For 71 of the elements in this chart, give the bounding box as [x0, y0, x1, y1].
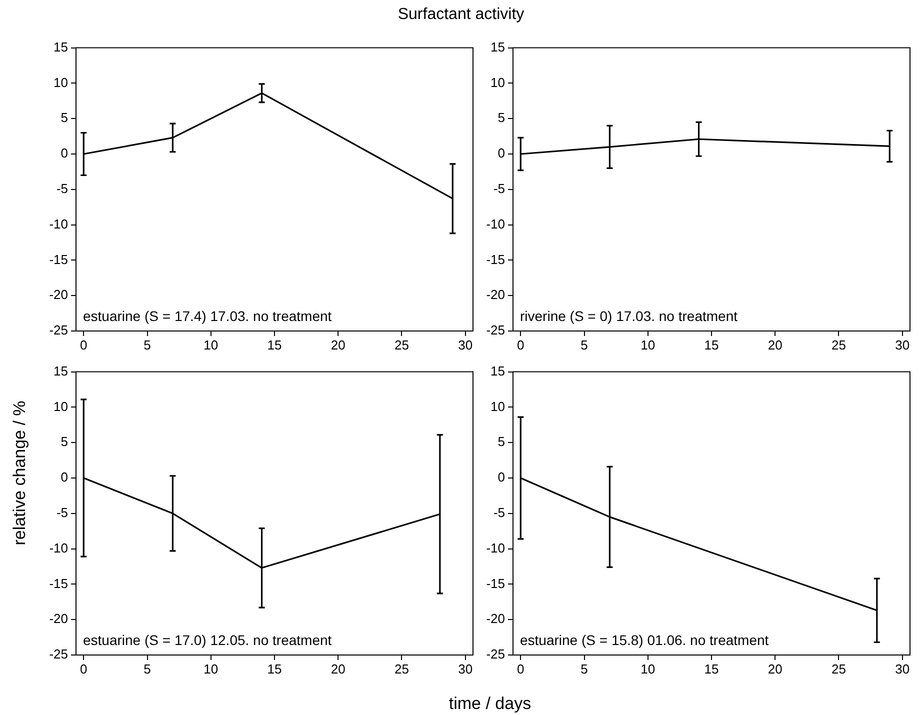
x-tick-label: 5 — [580, 337, 588, 352]
x-tick-label: 10 — [204, 337, 218, 352]
y-tick-label: -5 — [493, 180, 505, 196]
y-tick-label: -10 — [49, 216, 68, 232]
x-tick-label: 15 — [267, 337, 282, 352]
x-tick-label: 0 — [517, 337, 524, 352]
x-tick-label: 5 — [144, 337, 151, 352]
chart-title: Surfactant activity — [396, 6, 526, 24]
y-tick-label: -10 — [486, 216, 505, 232]
x-tick-label: 20 — [330, 337, 346, 352]
annotation: estuarine (S = 15.8) 01.06. no treatment — [520, 632, 769, 648]
annotation: estuarine (S = 17.0) 12.05. no treatment — [83, 632, 332, 648]
x-tick-label: 0 — [80, 337, 88, 352]
y-tick-label: 0 — [498, 146, 505, 161]
x-tick-label: 15 — [267, 661, 282, 676]
y-tick-label: -15 — [49, 576, 68, 591]
x-tick-label: 5 — [144, 661, 151, 676]
x-tick-label: 25 — [394, 661, 409, 676]
x-tick-label: 30 — [895, 661, 910, 676]
y-tick-label: -25 — [49, 322, 68, 338]
y-axis-title: relative change / % — [10, 400, 30, 548]
x-tick-label: 20 — [330, 661, 346, 676]
y-tick-label: -15 — [49, 252, 68, 267]
y-tick-label: -25 — [486, 646, 505, 662]
y-tick-label: -25 — [49, 646, 68, 662]
y-tick-label: -5 — [56, 180, 68, 196]
y-tick-label: 10 — [54, 74, 68, 90]
y-tick-label: 10 — [490, 74, 505, 90]
y-tick-label: -5 — [56, 504, 68, 520]
y-tick-label: -20 — [49, 611, 68, 626]
x-tick-label: 15 — [704, 337, 719, 352]
y-tick-label: 10 — [54, 398, 68, 414]
y-tick-label: 0 — [60, 146, 68, 161]
x-tick-label: 30 — [458, 337, 473, 352]
y-tick-label: -20 — [486, 611, 505, 626]
y-tick-label: 0 — [60, 470, 68, 485]
x-tick-label: 15 — [704, 661, 719, 676]
y-tick-label: -15 — [486, 252, 505, 267]
y-tick-label: 5 — [60, 110, 68, 126]
y-tick-label: 5 — [498, 110, 505, 126]
x-tick-label: 25 — [832, 661, 846, 676]
y-tick-label: -20 — [486, 287, 505, 302]
y-tick-label: 15 — [490, 363, 505, 378]
y-tick-label: 5 — [60, 434, 68, 450]
annotation: riverine (S = 0) 17.03. no treatment — [520, 308, 738, 324]
x-tick-label: 0 — [517, 661, 524, 676]
y-tick-label: 15 — [490, 39, 505, 54]
y-tick-label: -25 — [486, 322, 505, 338]
x-tick-label: 30 — [895, 337, 910, 352]
y-tick-label: -10 — [486, 540, 505, 556]
annotation: estuarine (S = 17.4) 17.03. no treatment — [83, 308, 332, 324]
y-tick-label: 5 — [498, 434, 505, 450]
x-tick-label: 10 — [640, 661, 656, 676]
x-tick-label: 10 — [640, 337, 656, 352]
x-tick-label: 20 — [768, 661, 782, 676]
y-tick-label: 10 — [490, 398, 505, 414]
y-tick-label: -10 — [49, 540, 68, 556]
x-tick-label: 25 — [394, 337, 409, 352]
x-tick-label: 10 — [204, 661, 218, 676]
y-tick-label: -5 — [493, 504, 505, 520]
y-tick-label: 0 — [498, 470, 505, 485]
x-tick-label: 0 — [80, 661, 88, 676]
y-tick-label: -20 — [49, 287, 68, 302]
y-tick-label: -15 — [486, 576, 505, 591]
x-axis-title: time / days — [448, 694, 532, 714]
x-tick-label: 5 — [580, 661, 588, 676]
x-tick-label: 30 — [458, 661, 473, 676]
y-tick-label: 15 — [54, 363, 68, 378]
y-tick-label: 15 — [54, 39, 68, 54]
x-tick-label: 20 — [768, 337, 782, 352]
x-tick-label: 25 — [832, 337, 846, 352]
